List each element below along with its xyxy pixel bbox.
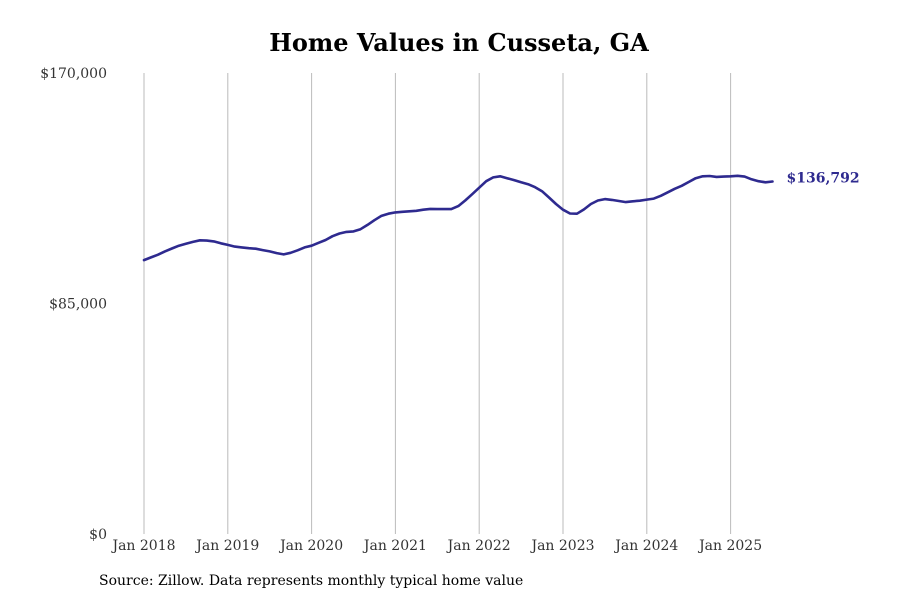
y-tick-label: $170,000 xyxy=(40,66,107,82)
series-line xyxy=(142,174,774,262)
x-tick-label: Jan 2018 xyxy=(110,538,175,554)
x-tick-label: Jan 2023 xyxy=(529,538,594,554)
x-tick-label: Jan 2025 xyxy=(697,538,762,554)
y-tick-label: $85,000 xyxy=(49,297,107,313)
x-tick-label: Jan 2024 xyxy=(613,538,678,554)
y-tick-label: $0 xyxy=(89,527,107,543)
x-tick-label: Jan 2022 xyxy=(446,538,511,554)
source-note: Source: Zillow. Data represents monthly … xyxy=(99,573,524,589)
chart-title: Home Values in Cusseta, GA xyxy=(269,28,649,57)
x-tick-label: Jan 2020 xyxy=(278,538,343,554)
end-value-label: $136,792 xyxy=(787,170,860,186)
x-tick-label: Jan 2019 xyxy=(194,538,259,554)
x-tick-label: Jan 2021 xyxy=(362,538,427,554)
